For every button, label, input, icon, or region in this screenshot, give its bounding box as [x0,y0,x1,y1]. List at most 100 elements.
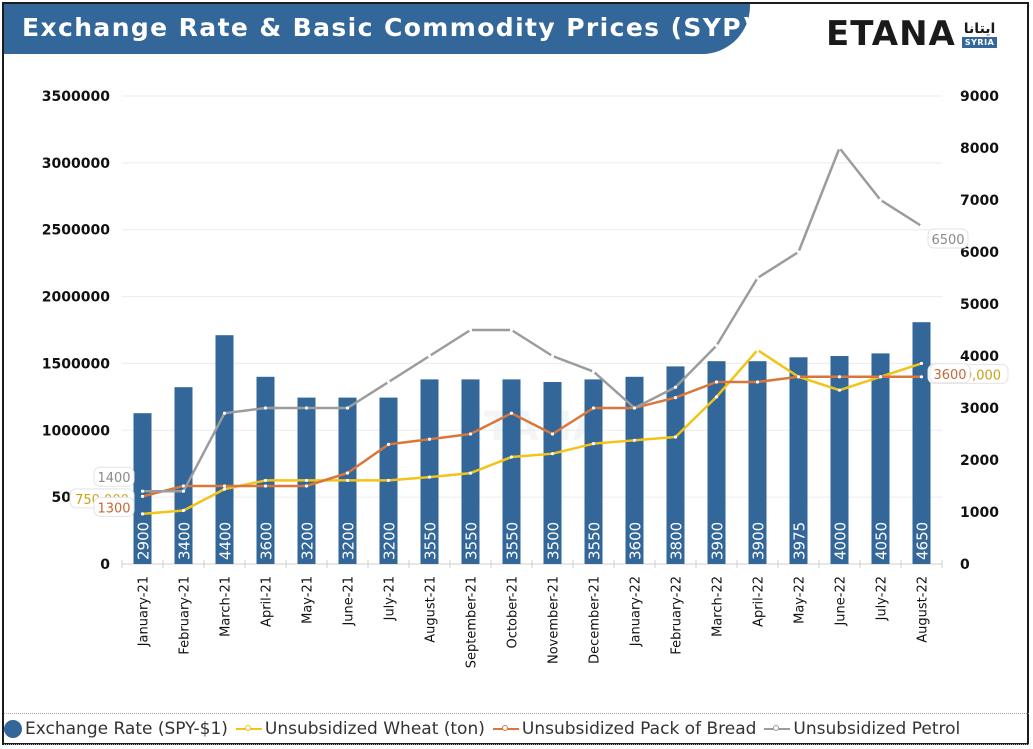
petrol-line [142,146,923,493]
category-label: July-22 [875,576,890,621]
left-axis-tick-label: 2000000 [42,290,110,306]
exchange-rate-bar [871,353,890,564]
category-label: September-21 [465,576,480,668]
bread-point [714,380,719,384]
bread-point [222,484,227,488]
bar-value-label: 3550 [463,522,481,560]
exchange-rate-bar [133,413,152,564]
right-axis-tick-label: 4000 [960,349,999,365]
title-bar: Exchange Rate & Basic Commodity Prices (… [4,4,753,54]
right-axis-tick-label: 5000 [960,297,999,313]
wheat-point [755,348,760,352]
bread-point [796,375,801,379]
bar-value-label: 3200 [381,522,399,560]
petrol-point [878,198,883,202]
bar-value-label: 4650 [914,522,932,560]
left-axis-tick-label: 3000000 [42,156,110,172]
bread-point [509,411,514,415]
petrol-point [837,146,842,150]
bar-value-label: 3550 [586,522,604,560]
right-axis-tick-label: 8000 [960,141,999,157]
wheat-point [263,478,268,483]
wheat-point [345,478,350,483]
exchange-rate-bar [256,376,275,564]
exchange-rate-bar [625,376,644,564]
wheat-point [222,487,227,491]
right-axis-tick-label: 9000 [960,89,999,105]
category-label: February-21 [178,576,193,655]
exchange-rate-bar [748,361,767,564]
bread-point [263,484,268,488]
bread-point [304,484,309,488]
left-axis-tick-label: 1000000 [42,423,110,439]
left-axis-tick-label: 3500000 [42,89,110,105]
category-label: April-21 [260,576,275,627]
bread-first-callout-box [93,496,135,517]
logo-badge: SYRIA [961,36,998,48]
bar-value-label: 3550 [504,522,522,560]
petrol-point [509,328,514,332]
bread-point [140,494,145,498]
bread-point [386,442,391,446]
petrol-point [304,406,309,410]
wheat-point [714,395,719,399]
exchange-rate-bar [666,366,685,564]
line-marker-icon [492,725,519,731]
bar-value-label: 4000 [832,522,850,560]
line-marker-icon [764,725,791,731]
logo-side: ايتانا SYRIA [961,20,998,48]
category-label: November-21 [547,576,562,664]
bread-point [878,375,883,379]
wheat-point [140,512,145,516]
legend-label: Exchange Rate (SPY-$1) [25,719,228,739]
bread-point [181,484,186,488]
wheat-point [550,452,555,456]
bar-value-label: 3600 [258,522,276,560]
bread-point [919,375,924,379]
bread-first-callout: 1300 [93,496,135,517]
exchange-rate-bar [912,322,931,564]
right-axis-tick-label: 6000 [960,245,999,261]
exchange-rate-bar [789,357,808,564]
legend-item-bread: Unsubsidized Pack of Bread [492,719,756,739]
petrol-point [550,354,555,358]
petrol-last-callout-box [927,228,969,249]
exchange-rate-bar [584,379,603,564]
exchange-rate-bar [502,379,521,564]
bread-line [142,375,922,498]
logo-arabic: ايتانا [963,20,996,37]
bar-value-label: 4050 [873,522,891,560]
petrol-point [468,328,473,332]
category-label: August-22 [916,576,931,643]
bar-value-label: 3500 [545,522,563,560]
category-label: October-21 [506,576,521,648]
left-axis-tick-label: 1500000 [42,356,110,372]
petrol-point [345,406,350,410]
petrol-point [714,344,719,348]
bar-value-label: 3900 [750,522,768,560]
exchange-rate-bar [420,379,439,564]
legend-label: Unsubsidized Petrol [793,719,961,739]
petrol-first-callout: 1400 [93,466,135,487]
petrol-point [222,411,227,415]
exchange-rate-bar [174,387,193,564]
wheat-line [142,348,922,516]
bread-first-callout-text: 1300 [97,501,130,516]
wheat-point [468,471,473,475]
bar-value-label: 2900 [135,522,153,560]
petrol-last-callout-text: 6500 [931,233,964,248]
category-label: January-22 [629,576,644,647]
circle-icon [4,720,22,738]
category-label: August-21 [424,576,439,643]
wheat-point [509,455,514,459]
category-label: June-21 [342,576,357,627]
legend-label: Unsubsidized Wheat (ton) [264,719,485,739]
etana-logo: ETANA ايتانا SYRIA [826,14,998,54]
bread-point [591,406,596,410]
category-label: June-22 [834,576,849,627]
bar-value-label: 3975 [791,522,809,560]
exchange-rate-bar [543,382,562,564]
wheat-point [427,475,432,479]
wheat-point [837,388,842,392]
